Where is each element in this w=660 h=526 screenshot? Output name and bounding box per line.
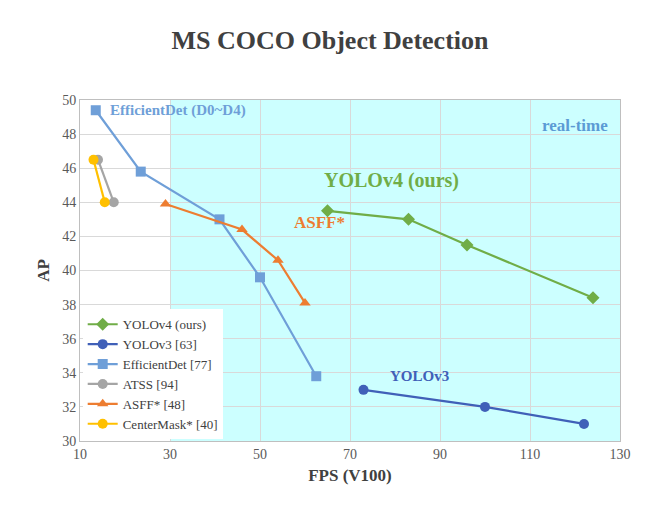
svg-text:32: 32 <box>62 400 76 415</box>
svg-text:46: 46 <box>62 161 76 176</box>
svg-text:10: 10 <box>73 447 87 462</box>
svg-text:50: 50 <box>62 93 76 108</box>
svg-text:YOLOv3 [63]: YOLOv3 [63] <box>123 337 197 352</box>
svg-text:ASFF* [48]: ASFF* [48] <box>123 397 186 412</box>
svg-text:30: 30 <box>62 434 76 449</box>
svg-text:44: 44 <box>62 195 76 210</box>
svg-text:34: 34 <box>62 366 76 381</box>
svg-text:50: 50 <box>253 447 267 462</box>
svg-text:38: 38 <box>62 298 76 313</box>
svg-text:AP: AP <box>34 259 53 282</box>
svg-text:EfficientDet (D0~D4): EfficientDet (D0~D4) <box>110 102 246 119</box>
svg-text:real-time: real-time <box>542 116 608 135</box>
svg-text:EfficientDet [77]: EfficientDet [77] <box>123 357 212 372</box>
svg-text:YOLOv4 (ours): YOLOv4 (ours) <box>324 169 459 192</box>
svg-text:90: 90 <box>433 447 447 462</box>
svg-text:40: 40 <box>62 263 76 278</box>
svg-text:CenterMask* [40]: CenterMask* [40] <box>123 417 218 432</box>
svg-text:70: 70 <box>343 447 357 462</box>
svg-text:30: 30 <box>163 447 177 462</box>
svg-text:YOLOv3: YOLOv3 <box>390 368 449 384</box>
svg-text:YOLOv4 (ours): YOLOv4 (ours) <box>123 317 206 332</box>
svg-text:ATSS [94]: ATSS [94] <box>123 377 178 392</box>
svg-text:48: 48 <box>62 127 76 142</box>
svg-text:MS COCO Object Detection: MS COCO Object Detection <box>172 26 490 55</box>
svg-text:FPS (V100): FPS (V100) <box>308 466 392 485</box>
svg-text:ASFF*: ASFF* <box>294 213 345 232</box>
svg-text:130: 130 <box>610 447 631 462</box>
svg-text:42: 42 <box>62 229 76 244</box>
svg-text:36: 36 <box>62 332 76 347</box>
svg-text:110: 110 <box>520 447 540 462</box>
